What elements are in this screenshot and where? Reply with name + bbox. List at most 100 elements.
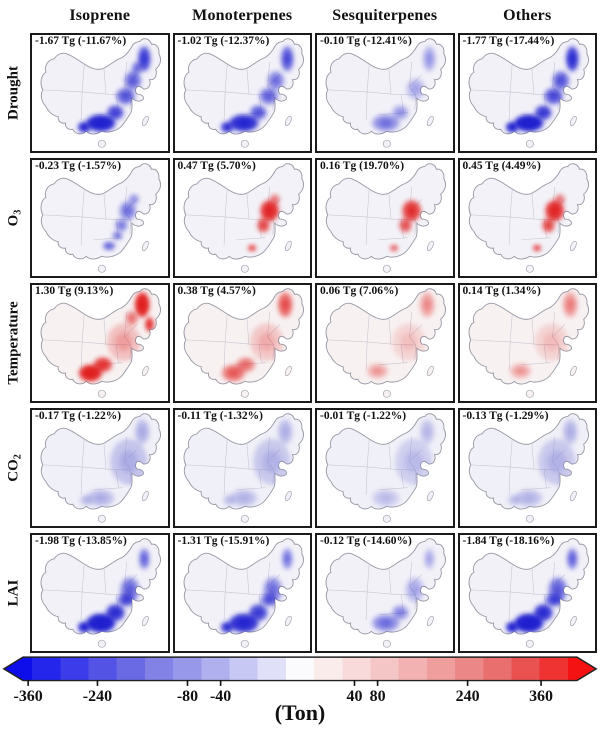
map-panel-lai-isoprene: -1.98 Tg (-13.85%) bbox=[30, 533, 170, 653]
panel-annotation: -0.11 Tg (-1.32%) bbox=[177, 410, 263, 422]
emission-anomaly-blob bbox=[548, 91, 558, 101]
panel-annotation: -1.84 Tg (-18.16%) bbox=[462, 535, 555, 547]
emission-anomaly-blob bbox=[569, 553, 575, 564]
emission-anomaly-blob bbox=[514, 367, 526, 375]
emission-anomaly-blob bbox=[84, 368, 97, 378]
map-panel-co2-isoprene: -0.17 Tg (-1.22%) bbox=[30, 408, 170, 528]
emission-anomaly-blob bbox=[236, 493, 251, 503]
emission-anomaly-blob bbox=[138, 298, 146, 311]
row-label-text: LAI bbox=[5, 579, 22, 607]
map-panel-lai-sesquiterpenes: -0.12 Tg (-14.60%) bbox=[315, 533, 455, 653]
emission-anomaly-blob bbox=[508, 124, 515, 130]
panel-annotation: -1.67 Tg (-11.67%) bbox=[35, 35, 127, 47]
colorbar-tick-label: 360 bbox=[529, 688, 553, 704]
china-map bbox=[460, 285, 596, 401]
china-map bbox=[317, 535, 453, 651]
emission-anomaly-blob bbox=[521, 493, 536, 503]
emission-anomaly-blob bbox=[249, 246, 254, 250]
emission-anomaly-blob bbox=[402, 221, 409, 229]
emission-anomaly-blob bbox=[115, 332, 132, 352]
emission-anomaly-blob bbox=[410, 583, 420, 597]
china-map bbox=[317, 160, 453, 276]
china-map bbox=[175, 160, 311, 276]
emission-anomaly-blob bbox=[253, 608, 263, 617]
row-label-lai: LAI bbox=[1, 533, 27, 653]
emission-anomaly-blob bbox=[259, 221, 267, 229]
emission-anomaly-blob bbox=[141, 52, 148, 66]
emission-anomaly-blob bbox=[105, 243, 113, 249]
emission-anomaly-blob bbox=[93, 618, 109, 628]
emission-anomaly-blob bbox=[426, 553, 432, 564]
emission-anomaly-blob bbox=[372, 367, 383, 375]
emission-anomaly-blob bbox=[236, 618, 251, 628]
emission-anomaly-blob bbox=[400, 332, 417, 352]
colorbar-tick-label: -40 bbox=[210, 688, 231, 704]
emission-anomaly-blob bbox=[119, 450, 139, 474]
row-label-co2: CO2 bbox=[1, 408, 27, 528]
panel-annotation: -1.31 Tg (-15.91%) bbox=[177, 535, 270, 547]
row-label-text: O bbox=[5, 214, 22, 227]
map-panel-temperature-sesquiterpenes: 0.06 Tg (7.06%) bbox=[315, 283, 455, 403]
map-panel-drought-sesquiterpenes: -0.10 Tg (-12.41%) bbox=[315, 33, 455, 153]
emission-anomaly-blob bbox=[407, 205, 417, 216]
map-panel-temperature-others: 0.14 Tg (1.34%) bbox=[457, 283, 597, 403]
china-map bbox=[175, 410, 311, 526]
china-map bbox=[32, 285, 168, 401]
emission-anomaly-blob bbox=[534, 246, 539, 250]
colorbar-unit-label: (Ton) bbox=[274, 700, 326, 725]
map-panel-o3-sesquiterpenes: 0.16 Tg (19.70%) bbox=[315, 158, 455, 278]
emission-anomaly-blob bbox=[94, 493, 108, 503]
emission-anomaly-blob bbox=[121, 597, 130, 604]
colorbar: -360 -240 -80 -40 40 80 240 360 bbox=[2, 656, 598, 704]
emission-anomaly-blob bbox=[568, 52, 575, 66]
panel-annotation: 1.30 Tg (9.13%) bbox=[35, 285, 114, 297]
colorbar-ticks: -360 -240 -80 -40 40 80 240 360 bbox=[14, 680, 553, 704]
panel-annotation: 0.14 Tg (1.34%) bbox=[462, 285, 541, 297]
china-map bbox=[32, 410, 168, 526]
china-map bbox=[460, 160, 596, 276]
panel-annotation: -1.98 Tg (-13.85%) bbox=[35, 535, 127, 547]
panel-annotation: 0.45 Tg (4.49%) bbox=[462, 160, 541, 172]
map-panel-co2-monoterpenes: -0.11 Tg (-1.32%) bbox=[172, 408, 312, 528]
map-panel-o3-isoprene: -0.23 Tg (-1.57%) bbox=[30, 158, 170, 278]
china-map bbox=[32, 35, 168, 151]
emission-anomaly-blob bbox=[147, 320, 152, 328]
emission-anomaly-blob bbox=[225, 497, 232, 503]
china-map bbox=[317, 410, 453, 526]
emission-anomaly-blob bbox=[227, 368, 239, 378]
china-map bbox=[460, 35, 596, 151]
emission-anomaly-blob bbox=[379, 618, 393, 628]
map-panel-o3-monoterpenes: 0.47 Tg (5.70%) bbox=[172, 158, 312, 278]
emission-anomaly-blob bbox=[131, 196, 137, 202]
column-header-sesquiterpenes: Sesquiterpenes bbox=[332, 7, 438, 24]
panel-annotation: -0.17 Tg (-1.22%) bbox=[35, 410, 122, 422]
map-panel-co2-others: -0.13 Tg (-1.29%) bbox=[457, 408, 597, 528]
panel-annotation: -0.13 Tg (-1.29%) bbox=[462, 410, 549, 422]
colorbar-tick-label: 40 bbox=[347, 688, 363, 704]
colorbar-tick-label: 80 bbox=[370, 688, 386, 704]
emission-anomaly-blob bbox=[426, 52, 433, 66]
panel-annotation: 0.06 Tg (7.06%) bbox=[320, 285, 399, 297]
emission-anomaly-blob bbox=[556, 196, 562, 202]
emission-anomaly-blob bbox=[271, 196, 277, 202]
emission-anomaly-blob bbox=[379, 118, 393, 128]
emission-anomaly-blob bbox=[120, 91, 131, 101]
panel-annotation: 0.47 Tg (5.70%) bbox=[177, 160, 256, 172]
panel-annotation: -0.01 Tg (-1.22%) bbox=[320, 410, 407, 422]
china-map bbox=[175, 285, 311, 401]
emission-anomaly-blob bbox=[566, 298, 574, 311]
china-map bbox=[460, 535, 596, 651]
emission-anomaly-blob bbox=[510, 497, 517, 503]
emission-anomaly-blob bbox=[549, 205, 559, 216]
emission-anomaly-blob bbox=[281, 298, 289, 311]
emission-anomaly-blob bbox=[521, 118, 536, 128]
map-panel-temperature-monoterpenes: 0.38 Tg (4.57%) bbox=[172, 283, 312, 403]
map-panel-drought-isoprene: -1.67 Tg (-11.67%) bbox=[30, 33, 170, 153]
emission-anomaly-blob bbox=[263, 91, 273, 101]
map-panel-temperature-isoprene: 1.30 Tg (9.13%) bbox=[30, 283, 170, 403]
emission-anomaly-blob bbox=[240, 361, 251, 369]
emission-anomaly-blob bbox=[134, 65, 140, 72]
row-label-temperature: Temperature bbox=[1, 283, 27, 403]
map-panel-o3-others: 0.45 Tg (4.49%) bbox=[457, 158, 597, 278]
